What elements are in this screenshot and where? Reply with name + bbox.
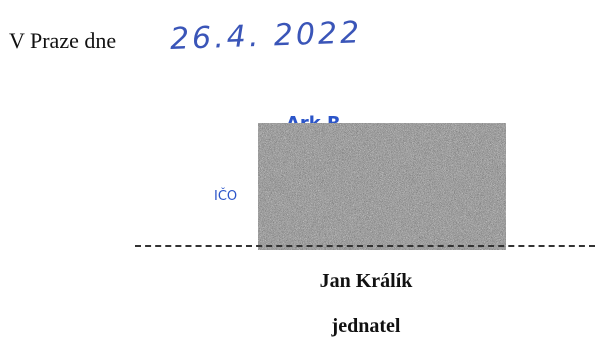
stamp-text-side: IČO [214, 189, 238, 204]
place-date-label: V Praze dne [9, 28, 117, 53]
signature-line [135, 245, 595, 247]
stamp-area: Ark R IČO [200, 105, 520, 250]
handwritten-date: 26.4. 2022 [169, 15, 363, 57]
signer-role: jednatel [331, 315, 401, 337]
redaction-noise-block [258, 123, 506, 250]
signer-name: Jan Králík [319, 270, 413, 292]
